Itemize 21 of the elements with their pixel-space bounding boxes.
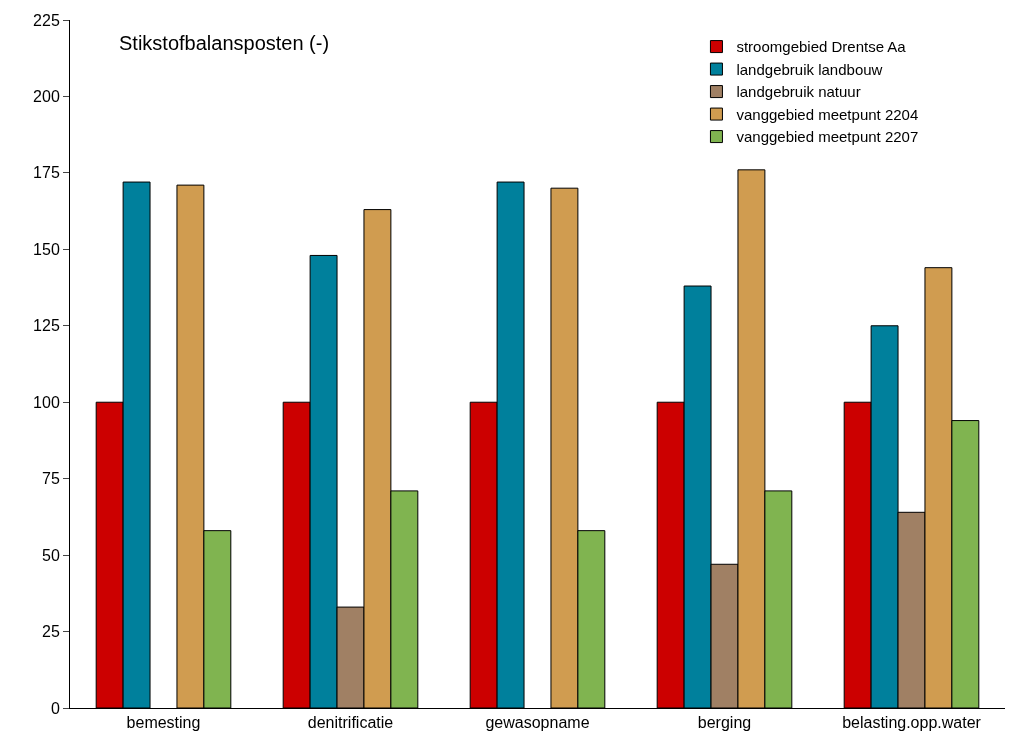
- y-tick-label: 150: [33, 240, 60, 258]
- x-tick-label: gewasopname: [485, 714, 590, 732]
- legend-label: vanggebied meetpunt 2204: [736, 105, 919, 123]
- x-tick-label: denitrificatie: [307, 714, 394, 732]
- y-tick-label: 200: [33, 88, 60, 106]
- y-tick-label: 75: [42, 470, 60, 488]
- legend-label: landgebruik landbouw: [736, 60, 883, 78]
- legend-label: landgebruik natuur: [736, 83, 861, 101]
- y-tick-label: 175: [33, 164, 60, 182]
- x-tick-label: berging: [697, 714, 752, 732]
- y-tick-label: 100: [33, 393, 60, 411]
- x-tick-label: bemesting: [126, 714, 201, 732]
- y-tick-label: 25: [42, 623, 60, 641]
- y-tick-label: 225: [33, 11, 60, 29]
- y-tick-label: 0: [50, 699, 60, 717]
- legend-label: stroomgebied Drentse Aa: [736, 38, 907, 56]
- text: Stikstofbalansposten (-): [119, 32, 330, 54]
- x-tick-label: belasting.opp.water: [842, 714, 982, 732]
- legend-label: vanggebied meetpunt 2207: [736, 128, 919, 146]
- y-tick-label: 50: [42, 546, 60, 564]
- y-tick-label: 125: [33, 317, 60, 335]
